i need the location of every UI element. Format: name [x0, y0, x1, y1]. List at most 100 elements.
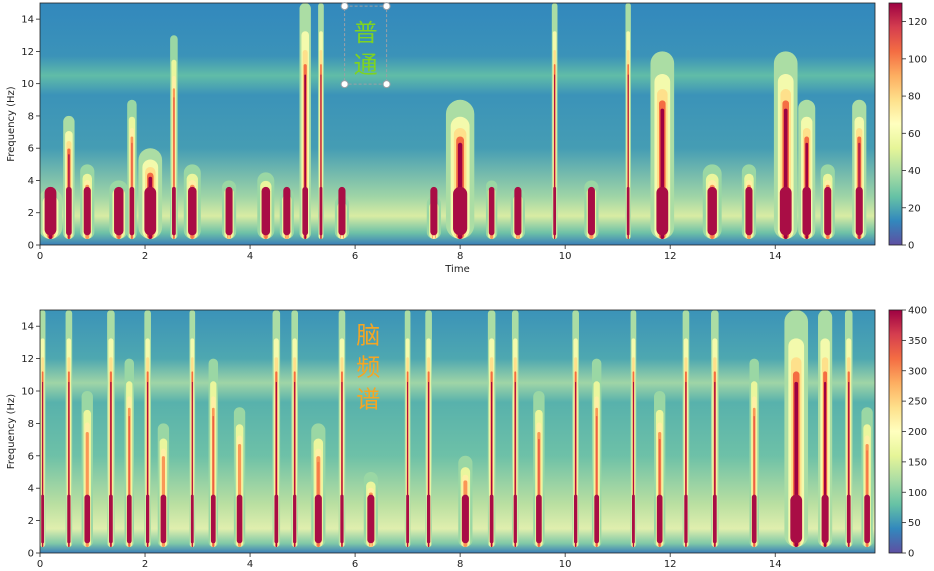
spectral-burst	[445, 99, 475, 239]
spectral-burst	[334, 186, 350, 239]
spectral-burst	[844, 310, 853, 547]
x-tick-label: 8	[457, 559, 463, 570]
x-tick-label: 6	[352, 559, 358, 570]
y-tick-label: 14	[21, 15, 34, 26]
y-tick-label: 14	[21, 322, 34, 333]
annotation-char: 谱	[356, 386, 380, 414]
spectral-burst	[80, 164, 95, 239]
colorbar-tick-label: 200	[908, 427, 927, 438]
text-annotation[interactable]: 普通	[340, 2, 391, 89]
spectral-burst	[257, 172, 275, 239]
spectral-burst	[318, 3, 324, 239]
x-tick-label: 4	[247, 251, 253, 262]
spectral-burst	[170, 35, 178, 240]
y-axis-label: Frequency (Hz)	[6, 86, 17, 162]
colorbar-tick-label: 0	[908, 241, 914, 252]
x-tick-label: 2	[142, 251, 148, 262]
spectral-burst	[551, 3, 558, 239]
spectral-burst	[404, 310, 411, 547]
spectral-burst	[189, 310, 196, 547]
selection-handle[interactable]	[340, 80, 349, 89]
colorbar-tick-label: 60	[908, 129, 921, 140]
spectral-burst	[861, 407, 873, 547]
spectral-burst	[630, 310, 637, 547]
x-tick-label: 0	[37, 251, 43, 262]
selection-box	[344, 5, 388, 85]
spectral-burst	[818, 310, 833, 547]
y-tick-label: 8	[28, 419, 34, 430]
spectral-burst	[425, 310, 432, 547]
spectral-burst	[584, 180, 599, 239]
y-tick-label: 4	[28, 176, 34, 187]
spectral-burst	[144, 310, 151, 547]
spectral-burst	[591, 358, 602, 547]
x-tick-label: 14	[769, 251, 782, 262]
spectral-burst	[127, 99, 137, 239]
selection-handle[interactable]	[382, 2, 391, 11]
spectral-burst	[572, 310, 579, 547]
y-tick-label: 10	[21, 79, 34, 90]
spectral-burst	[272, 310, 281, 547]
x-tick-label: 10	[559, 251, 572, 262]
annotation-char: 频	[356, 354, 380, 382]
colorbar-tick-label: 20	[908, 203, 921, 214]
spectral-burst	[458, 455, 473, 547]
spectral-burst	[40, 310, 46, 547]
spectral-burst	[157, 423, 170, 547]
spectral-burst	[485, 180, 498, 239]
spectral-burst	[299, 3, 311, 239]
colorbar-tick-label: 50	[908, 518, 921, 529]
annotation-char: 脑	[356, 322, 380, 350]
x-axis-label: Time	[444, 264, 469, 275]
y-tick-label: 0	[28, 549, 34, 560]
x-tick-label: 0	[37, 559, 43, 570]
colorbar-tick-label: 0	[908, 549, 914, 560]
spectral-burst	[625, 3, 631, 239]
selection-handle[interactable]	[340, 2, 349, 11]
spectral-burst	[533, 391, 545, 547]
spectral-burst	[81, 391, 93, 547]
spectral-burst	[741, 164, 757, 239]
spectral-burst	[852, 99, 867, 239]
y-tick-label: 6	[28, 144, 34, 155]
x-tick-label: 10	[559, 559, 572, 570]
spectral-burst	[124, 358, 135, 547]
colorbar	[888, 2, 903, 246]
spectral-burst	[773, 51, 798, 240]
x-tick-label: 6	[352, 251, 358, 262]
spectral-burst	[426, 186, 441, 239]
colorbar-tick-label: 350	[908, 336, 927, 347]
spectral-burst	[820, 164, 835, 239]
colorbar-tick-label: 80	[908, 92, 921, 103]
spectral-burst	[338, 310, 346, 547]
spectral-burst	[487, 310, 496, 547]
spectral-burst	[798, 99, 816, 239]
colorbar	[888, 309, 903, 554]
spectral-burst	[109, 180, 129, 239]
spectral-burst	[654, 391, 666, 547]
colorbar-tick-label: 100	[908, 54, 927, 65]
y-tick-label: 12	[21, 47, 34, 58]
spectral-burst	[107, 310, 115, 547]
heatmap-area	[40, 3, 875, 245]
colorbar-tick-label: 150	[908, 457, 927, 468]
spectrogram-panel-2: 0 2 4 6 8 10 12 14 0 2 4 6 8 10 12 14 Frequency (Hz) 0 50 1…	[6, 306, 927, 571]
text-annotation: 脑频谱	[356, 322, 380, 414]
spectral-burst	[511, 310, 519, 547]
spectral-burst	[291, 310, 299, 547]
x-tick-label: 2	[142, 559, 148, 570]
y-axis-label: Frequency (Hz)	[6, 394, 17, 470]
spectral-burst	[363, 472, 378, 547]
colorbar-tick-label: 120	[908, 17, 927, 28]
heatmap-spectral-band	[40, 310, 875, 553]
colorbar-tick-label: 400	[908, 306, 927, 317]
heatmap-area	[40, 310, 875, 553]
y-tick-label: 2	[28, 208, 34, 219]
x-tick-label: 12	[664, 559, 677, 570]
spectral-burst	[682, 310, 690, 547]
spectral-burst	[510, 186, 525, 239]
y-tick-label: 8	[28, 111, 34, 122]
selection-handle[interactable]	[382, 80, 391, 89]
spectral-burst	[702, 164, 722, 239]
